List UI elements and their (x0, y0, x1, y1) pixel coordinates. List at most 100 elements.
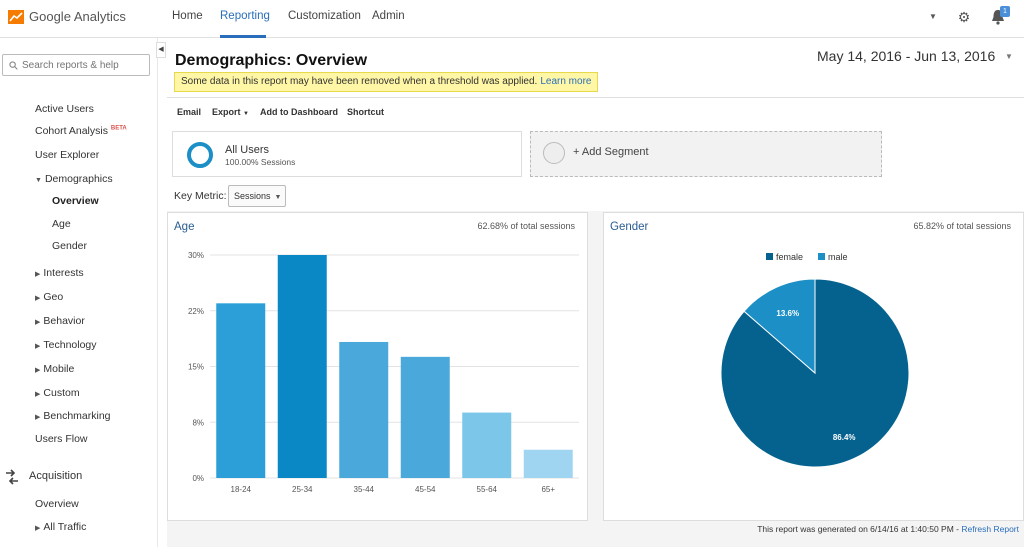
analytics-logo-icon (8, 9, 24, 24)
account-dropdown-icon[interactable]: ▼ (929, 12, 937, 21)
beta-badge: BETA (110, 125, 127, 132)
sidebar-item-user-explorer[interactable]: User Explorer (35, 149, 99, 161)
age-panel-title: Age (174, 221, 195, 233)
nav-home[interactable]: Home (172, 10, 203, 22)
y-tick-label: 30% (188, 251, 204, 260)
caret-right-icon: ▶ (35, 367, 41, 374)
add-segment-label: + Add Segment (573, 146, 649, 158)
sidebar-item-label: Age (52, 218, 71, 230)
segment-sessions: 100.00% Sessions (225, 157, 296, 167)
y-tick-label: 22% (188, 307, 204, 316)
sidebar-section-acquisition[interactable]: Acquisition (29, 470, 82, 482)
segment-row: All Users 100.00% Sessions + Add Segment (167, 126, 1024, 181)
age-bar-18-24[interactable] (216, 303, 266, 478)
add-to-dashboard-button[interactable]: Add to Dashboard (260, 107, 338, 117)
refresh-report-link[interactable]: Refresh Report (961, 524, 1019, 534)
sidebar-item-label: Cohort Analysis (35, 125, 108, 137)
x-tick-label: 55-64 (477, 485, 498, 494)
caret-right-icon: ▶ (35, 414, 41, 421)
key-metric-value: Sessions (234, 191, 271, 201)
sidebar-item-technology[interactable]: ▶ Technology (35, 339, 97, 351)
gear-icon[interactable]: ⚙ (957, 9, 971, 25)
report-toolbar: Email Export ▼ Add to Dashboard Shortcut (167, 98, 1024, 126)
sidebar-item-users-flow[interactable]: Users Flow (35, 433, 88, 445)
legend-swatch-female (766, 253, 773, 260)
caret-down-icon: ▼ (274, 194, 282, 201)
pie-label-female: 86.4% (833, 433, 856, 442)
sidebar-item-geo[interactable]: ▶ Geo (35, 291, 63, 303)
sidebar: Active Users Cohort Analysis BETA User E… (0, 38, 158, 547)
legend-label-female: female (776, 252, 803, 262)
sidebar-item-custom[interactable]: ▶ Custom (35, 387, 80, 399)
age-bar-55-64[interactable] (462, 412, 512, 478)
sidebar-item-label: Overview (35, 498, 79, 510)
key-metric-select[interactable]: Sessions ▼ (228, 185, 286, 207)
search-input[interactable] (22, 59, 142, 71)
sidebar-item-demographics[interactable]: ▼ Demographics (35, 173, 113, 185)
export-button[interactable]: Export ▼ (212, 107, 249, 117)
search-box[interactable] (2, 54, 150, 76)
nav-admin[interactable]: Admin (372, 10, 405, 22)
sidebar-item-all-traffic[interactable]: ▶ All Traffic (35, 521, 86, 533)
sidebar-item-mobile[interactable]: ▶ Mobile (35, 363, 74, 375)
age-bar-chart: 0% 8% 15% 22% 30% 18-24 25-34 35-44 45-54 55-64 65… (188, 251, 579, 494)
nav-reporting[interactable]: Reporting (220, 10, 270, 22)
sidebar-item-label: Benchmarking (43, 410, 111, 422)
caret-right-icon: ▶ (35, 319, 41, 326)
sidebar-item-label: User Explorer (35, 149, 100, 161)
learn-more-link[interactable]: Learn more (540, 76, 592, 87)
email-button[interactable]: Email (177, 107, 202, 117)
x-tick-label: 45-54 (415, 485, 436, 494)
threshold-text: Some data in this report may have been r… (181, 76, 538, 87)
collapse-sidebar-icon[interactable]: ◀ (156, 42, 166, 58)
date-range-picker[interactable]: May 14, 2016 - Jun 13, 2016 (817, 48, 996, 64)
pie-slice-male[interactable] (743, 278, 816, 375)
sidebar-item-overview[interactable]: Overview (52, 195, 99, 207)
age-bar-25-34[interactable] (277, 255, 327, 478)
y-tick-label: 0% (192, 474, 204, 483)
generated-text: This report was generated on 6/14/16 at … (757, 524, 962, 534)
sidebar-item-gender[interactable]: Gender (52, 240, 87, 252)
pie-label-male: 13.6% (776, 309, 799, 318)
sidebar-item-benchmarking[interactable]: ▶ Benchmarking (35, 410, 111, 422)
sidebar-item-age[interactable]: Age (52, 218, 71, 230)
export-label: Export (212, 107, 241, 117)
add-segment-circle-icon (543, 142, 565, 164)
sidebar-item-label: Gender (52, 240, 88, 252)
age-bar-35-44[interactable] (339, 341, 389, 478)
chevron-down-icon[interactable]: ▼ (1005, 52, 1013, 61)
sidebar-item-label: Technology (43, 339, 97, 351)
sidebar-item-label: All Traffic (43, 521, 87, 533)
gender-panel-pct: 65.82% of total sessions (913, 221, 1011, 231)
add-segment-button[interactable]: + Add Segment (530, 131, 882, 177)
sidebar-item-label: Geo (43, 291, 64, 303)
caret-right-icon: ▶ (35, 295, 41, 302)
gender-panel: Gender 65.82% of total sessions female ma… (603, 212, 1024, 521)
sidebar-item-cohort-analysis[interactable]: Cohort Analysis BETA (35, 125, 127, 137)
age-panel: Age 62.68% of total sessions 0% 8% 15% 22% 3… (167, 212, 588, 521)
x-tick-label: 25-34 (292, 485, 313, 494)
logo[interactable]: Google Analytics (8, 9, 126, 24)
nav-customization[interactable]: Customization (288, 10, 361, 22)
sidebar-item-label: Custom (43, 387, 80, 399)
sidebar-item-active-users[interactable]: Active Users (35, 103, 94, 115)
active-nav-indicator (220, 35, 266, 38)
sidebar-item-label: Behavior (43, 315, 85, 327)
x-tick-label: 35-44 (354, 485, 375, 494)
age-bar-45-54[interactable] (400, 356, 450, 478)
page-title: Demographics: Overview (175, 52, 368, 69)
y-tick-label: 8% (192, 418, 204, 427)
segment-all-users[interactable]: All Users 100.00% Sessions (172, 131, 522, 177)
sidebar-item-interests[interactable]: ▶ Interests (35, 267, 84, 279)
legend-label-male: male (828, 252, 848, 262)
segment-name: All Users (225, 144, 270, 156)
sidebar-item-behavior[interactable]: ▶ Behavior (35, 315, 85, 327)
age-bar-65+[interactable] (523, 449, 573, 478)
shortcut-button[interactable]: Shortcut (347, 107, 384, 117)
sidebar-item-label: Overview (52, 195, 99, 207)
report-header: Demographics: Overview Some data in this… (167, 38, 1024, 98)
sidebar-item-acquisition-overview[interactable]: Overview (35, 498, 79, 510)
y-tick-label: 15% (188, 363, 204, 372)
caret-down-icon: ▼ (35, 177, 42, 184)
caret-right-icon: ▶ (35, 271, 41, 278)
